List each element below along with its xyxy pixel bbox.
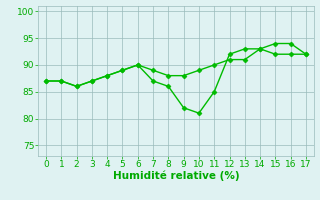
X-axis label: Humidité relative (%): Humidité relative (%) bbox=[113, 171, 239, 181]
